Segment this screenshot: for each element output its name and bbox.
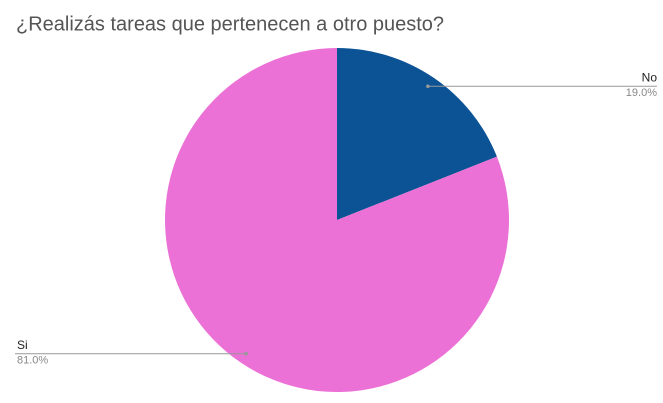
leader-dot [426,84,430,89]
pie-slice [165,48,510,392]
chart-title: ¿Realizás tareas que pertenecen a otro p… [16,13,444,35]
slice-value-label: 81.0% [17,355,48,367]
slice-value-label: 19.0% [626,87,657,99]
leader-dot [244,351,248,356]
slice-label: Si [17,338,28,352]
pie-slice [337,48,497,220]
slice-label: No [642,70,658,84]
